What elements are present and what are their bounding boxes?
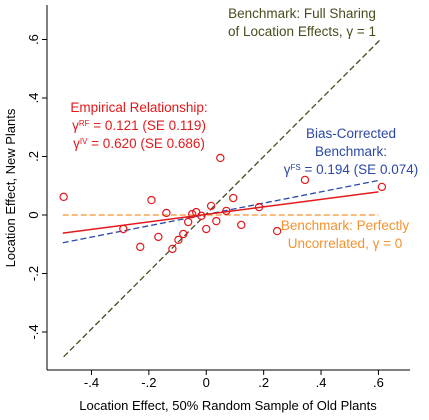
annotation-part: Uncorrelated, γ = 0 xyxy=(288,236,402,251)
line xyxy=(62,179,379,244)
data-point xyxy=(136,242,145,252)
annotation: Benchmark: Perfectly xyxy=(281,218,410,233)
data-point xyxy=(187,209,197,219)
data-point xyxy=(197,211,206,221)
annotation-part: Bias-Corrected xyxy=(306,126,396,141)
data-point xyxy=(183,217,193,227)
data-point xyxy=(206,201,216,211)
data-point xyxy=(216,153,225,163)
data-point xyxy=(300,175,310,185)
annotation: Benchmark: xyxy=(315,144,387,159)
line xyxy=(62,191,379,234)
x-tick-label: .4 xyxy=(316,375,327,390)
data-point xyxy=(222,206,231,216)
x-tick-label: .2 xyxy=(258,375,269,390)
annotation-part: Empirical Relationship: xyxy=(70,100,207,115)
data-point xyxy=(377,182,387,192)
y-tick-label: -.4 xyxy=(26,324,41,339)
data-point xyxy=(147,195,156,205)
annotation-part: γ xyxy=(73,136,80,151)
data-point xyxy=(212,216,221,226)
annotation-part: IV xyxy=(80,137,88,146)
annotation-part: = 0.121 (SE 0.119) xyxy=(89,118,205,133)
x-tick-label: -.4 xyxy=(84,375,99,390)
annotation-part: Benchmark: Full Sharing xyxy=(228,6,376,21)
annotation-part: Benchmark: xyxy=(315,144,387,159)
data-point xyxy=(272,226,282,236)
x-tick-label: 0 xyxy=(203,375,210,390)
annotation: γIV = 0.620 (SE 0.686) xyxy=(73,136,205,151)
annotation-part: of Location Effects, γ = 1 xyxy=(228,24,376,39)
annotation-part: γ xyxy=(284,162,291,177)
x-tick-label: .6 xyxy=(373,375,384,390)
y-tick-label: .4 xyxy=(26,93,41,104)
data-point xyxy=(168,244,177,254)
line xyxy=(63,39,381,358)
annotation: γFS = 0.194 (SE 0.074) xyxy=(284,162,418,177)
annotation-part: = 0.620 (SE 0.686) xyxy=(87,136,204,151)
data-point xyxy=(174,235,183,245)
y-axis-title: Location Effect, New Plants xyxy=(3,108,18,267)
data-point xyxy=(162,208,171,218)
annotation-part: FS xyxy=(291,163,301,172)
data-point xyxy=(179,229,188,239)
annotation: of Location Effects, γ = 1 xyxy=(228,24,376,39)
annotation-part: γ xyxy=(72,118,79,133)
annotation: Uncorrelated, γ = 0 xyxy=(288,236,402,251)
y-tick-label: 0 xyxy=(26,211,41,218)
annotation: Empirical Relationship: xyxy=(70,100,207,115)
annotation: Bias-Corrected xyxy=(306,126,396,141)
y-tick-label: .6 xyxy=(26,34,41,45)
x-tick-label: -.2 xyxy=(141,375,156,390)
data-point xyxy=(59,192,68,202)
annotation-part: RF xyxy=(79,119,90,128)
data-point xyxy=(119,224,128,234)
x-axis-title: Location Effect, 50% Random Sample of Ol… xyxy=(79,398,377,413)
y-tick-label: -.2 xyxy=(26,266,41,281)
data-point xyxy=(202,224,211,234)
annotation-part: = 0.194 (SE 0.074) xyxy=(301,162,418,177)
data-point xyxy=(154,232,163,242)
y-tick-label: .2 xyxy=(26,151,41,162)
data-point xyxy=(254,202,264,212)
annotation: Benchmark: Full Sharing xyxy=(228,6,376,21)
annotation-part: Benchmark: Perfectly xyxy=(281,218,410,233)
data-point xyxy=(229,193,238,203)
data-point xyxy=(237,220,246,230)
annotation: γRF = 0.121 (SE 0.119) xyxy=(72,118,206,133)
